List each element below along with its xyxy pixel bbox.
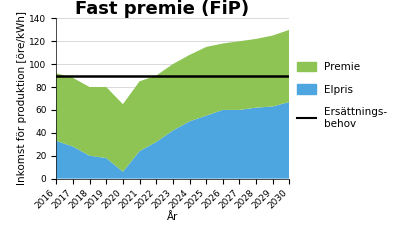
Text: Fast premie (FiP): Fast premie (FiP) <box>75 0 249 18</box>
Legend: Premie, Elpris, Ersättnings-
behov: Premie, Elpris, Ersättnings- behov <box>296 62 386 129</box>
X-axis label: År: År <box>167 212 178 222</box>
Y-axis label: Inkomst för produktion [öre/kWh]: Inkomst för produktion [öre/kWh] <box>16 11 26 185</box>
